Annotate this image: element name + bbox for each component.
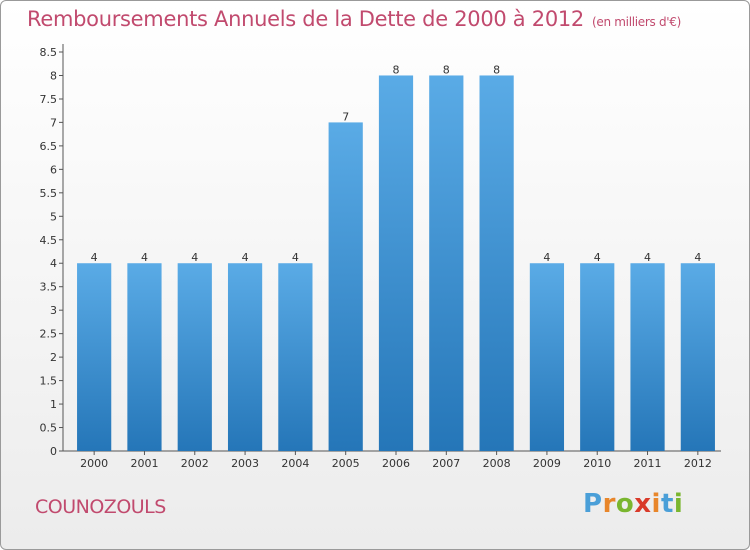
y-tick-label: 2 <box>50 351 57 364</box>
bar-2009 <box>529 263 565 451</box>
chart-unit: (en milliers d'€) <box>592 15 682 29</box>
data-label: 4 <box>91 251 98 264</box>
y-tick-label: 8 <box>50 69 57 82</box>
y-tick-label: 4 <box>50 257 57 270</box>
x-tick-label: 2002 <box>181 457 209 470</box>
x-tick-label: 2012 <box>684 457 712 470</box>
data-label: 8 <box>393 63 400 76</box>
x-tick-label: 2005 <box>332 457 360 470</box>
data-label: 4 <box>242 251 249 264</box>
data-label: 4 <box>594 251 601 264</box>
y-tick-label: 5.5 <box>40 187 58 200</box>
y-tick-label: 7 <box>50 116 57 129</box>
data-label: 4 <box>191 251 198 264</box>
logo-letter: i <box>651 489 661 519</box>
bar-2004 <box>278 263 313 451</box>
logo-letter: t <box>660 489 674 519</box>
logo-letter: o <box>615 489 635 519</box>
bar-2011 <box>630 263 665 451</box>
data-label: 4 <box>543 251 550 264</box>
bar-2002 <box>177 263 212 451</box>
data-label: 8 <box>493 63 500 76</box>
y-tick-label: 6 <box>50 163 57 176</box>
data-label: 4 <box>644 251 651 264</box>
y-tick-label: 8.5 <box>40 46 58 59</box>
bar-2006 <box>378 75 414 452</box>
x-tick-label: 2006 <box>382 457 410 470</box>
y-tick-label: 0 <box>50 445 57 458</box>
logo-letter: i <box>673 489 684 519</box>
x-tick-label: 2010 <box>583 457 611 470</box>
y-tick-label: 4.5 <box>40 234 58 247</box>
bar-chart: 0 0.5 1 1.5 2 2.5 3 3.5 4 4.5 5 5.5 6 6.5 7 7.5 8 8.5 4 20… <box>40 44 721 470</box>
bar-2000 <box>77 263 112 451</box>
x-tick-label: 2007 <box>432 457 460 470</box>
data-label: 4 <box>694 251 701 264</box>
x-tick-label: 2008 <box>483 457 511 470</box>
y-tick-label: 2.5 <box>40 328 58 341</box>
x-tick-label: 2011 <box>634 457 662 470</box>
bar-2008 <box>479 75 514 452</box>
bar-2005 <box>328 122 363 451</box>
data-label: 8 <box>443 63 450 76</box>
x-tick-label: 2000 <box>80 457 108 470</box>
logo-letter: P <box>583 489 603 519</box>
chart-axes: 0 0.5 1 1.5 2 2.5 3 3.5 4 4.5 5 5.5 6 6.5 7 7.5 8 8.5 <box>40 44 721 458</box>
y-tick-label: 3 <box>50 304 57 317</box>
x-tick-label: 2001 <box>130 457 158 470</box>
chart-title-text: Remboursements Annuels de la Dette de 20… <box>27 7 584 31</box>
y-tick-label: 6.5 <box>40 140 58 153</box>
bar-2012 <box>680 263 715 451</box>
y-tick-label: 1.5 <box>40 375 58 388</box>
data-label: 4 <box>141 251 148 264</box>
bar-2010 <box>580 263 615 451</box>
x-tick-label: 2009 <box>533 457 561 470</box>
commune-name: COUNOZOULS <box>35 496 166 518</box>
logo-letter: x <box>634 489 652 519</box>
logo-letter: r <box>602 489 616 519</box>
chart-bars: 4 2000 4 2001 4 2002 4 2003 4 2004 7 2005 8 2006 8 2007… <box>77 63 715 470</box>
data-label: 7 <box>342 110 349 123</box>
y-tick-label: 1 <box>50 398 57 411</box>
bar-2007 <box>429 75 464 452</box>
chart-title: Remboursements Annuels de la Dette de 20… <box>27 7 681 31</box>
proxiti-logo: Proxiti <box>583 489 683 519</box>
data-label: 4 <box>292 251 299 264</box>
bar-2001 <box>127 263 162 451</box>
y-tick-label: 3.5 <box>40 281 58 294</box>
y-tick-label: 7.5 <box>40 93 58 106</box>
bar-2003 <box>227 263 263 451</box>
x-tick-label: 2004 <box>281 457 309 470</box>
y-tick-label: 5 <box>50 210 57 223</box>
y-tick-label: 0.5 <box>40 422 58 435</box>
x-tick-label: 2003 <box>231 457 259 470</box>
